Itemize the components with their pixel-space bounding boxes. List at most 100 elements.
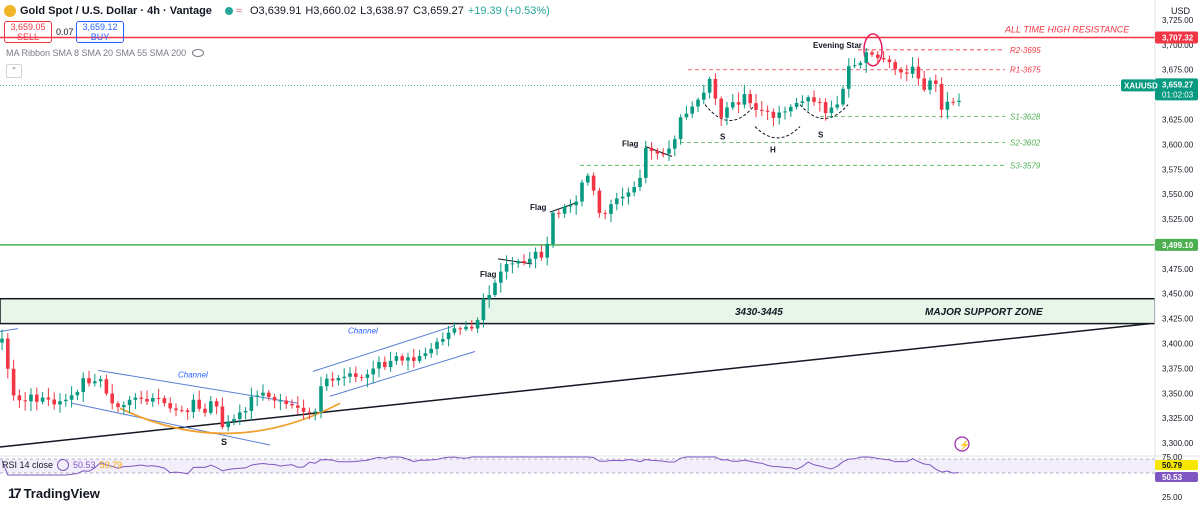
candle-body[interactable] bbox=[713, 78, 718, 99]
candle-body[interactable] bbox=[847, 66, 851, 89]
candle-body[interactable] bbox=[893, 62, 897, 70]
candle-body[interactable] bbox=[423, 353, 428, 357]
candle-body[interactable] bbox=[864, 52, 868, 63]
candle-body[interactable] bbox=[499, 271, 503, 283]
candle-body[interactable] bbox=[649, 147, 654, 151]
candle-body[interactable] bbox=[93, 381, 97, 384]
candle-body[interactable] bbox=[562, 206, 567, 214]
candle-body[interactable] bbox=[557, 212, 561, 214]
candle-body[interactable] bbox=[226, 421, 230, 428]
candle-body[interactable] bbox=[6, 338, 10, 369]
candle-body[interactable] bbox=[261, 392, 265, 396]
candle-body[interactable] bbox=[841, 88, 845, 105]
candle-body[interactable] bbox=[64, 399, 68, 402]
candle-body[interactable] bbox=[174, 408, 178, 411]
symbol-title[interactable]: Gold Spot / U.S. Dollar · 4h · Vantage bbox=[20, 5, 212, 17]
candle-body[interactable] bbox=[470, 326, 474, 329]
candle-body[interactable] bbox=[852, 65, 857, 67]
candle-body[interactable] bbox=[899, 69, 903, 73]
candle-body[interactable] bbox=[446, 332, 451, 340]
compare-icon[interactable]: ≈ bbox=[235, 5, 242, 17]
candle-body[interactable] bbox=[678, 117, 683, 140]
candle-body[interactable] bbox=[661, 153, 665, 155]
candle-body[interactable] bbox=[127, 399, 132, 406]
candle-body[interactable] bbox=[319, 386, 323, 412]
candle-body[interactable] bbox=[325, 378, 329, 387]
candle-body[interactable] bbox=[731, 102, 735, 108]
buy-button[interactable]: 3,659.12 BUY bbox=[76, 21, 124, 43]
candle-body[interactable] bbox=[220, 406, 225, 428]
candle-body[interactable] bbox=[11, 368, 16, 396]
candle-body[interactable] bbox=[876, 54, 880, 58]
candle-body[interactable] bbox=[284, 400, 288, 404]
candle-body[interactable] bbox=[441, 339, 445, 342]
candle-body[interactable] bbox=[522, 261, 526, 263]
candle-body[interactable] bbox=[939, 83, 944, 110]
candle-body[interactable] bbox=[255, 395, 259, 397]
candle-body[interactable] bbox=[951, 101, 955, 103]
candle-body[interactable] bbox=[104, 379, 109, 394]
candle-body[interactable] bbox=[609, 204, 613, 214]
candle-body[interactable] bbox=[58, 401, 62, 405]
candle-body[interactable] bbox=[777, 112, 781, 118]
rsi-legend[interactable]: RSI 14 close 50.53 50.79 bbox=[2, 459, 122, 471]
candle-body[interactable] bbox=[133, 397, 138, 400]
candle-body[interactable] bbox=[493, 282, 497, 296]
candle-body[interactable] bbox=[35, 394, 39, 402]
candle-body[interactable] bbox=[528, 258, 532, 263]
candle-body[interactable] bbox=[597, 190, 602, 214]
candle-body[interactable] bbox=[905, 72, 909, 74]
candle-body[interactable] bbox=[417, 356, 422, 361]
candle-body[interactable] bbox=[533, 251, 538, 259]
candle-body[interactable] bbox=[0, 338, 4, 343]
candle-body[interactable] bbox=[197, 399, 201, 409]
candle-body[interactable] bbox=[823, 102, 828, 113]
candle-body[interactable] bbox=[301, 407, 306, 412]
candle-body[interactable] bbox=[725, 107, 729, 118]
alert-lightning-icon[interactable] bbox=[954, 436, 970, 452]
candle-body[interactable] bbox=[475, 320, 480, 329]
eye-icon[interactable] bbox=[192, 49, 205, 57]
candle-body[interactable] bbox=[46, 397, 51, 400]
candle-body[interactable] bbox=[684, 113, 689, 118]
candle-body[interactable] bbox=[75, 392, 80, 396]
candle-body[interactable] bbox=[673, 139, 677, 149]
candle-body[interactable] bbox=[348, 373, 352, 377]
candle-body[interactable] bbox=[249, 396, 254, 411]
candle-body[interactable] bbox=[209, 401, 213, 413]
candle-body[interactable] bbox=[371, 368, 375, 375]
candle-body[interactable] bbox=[539, 251, 544, 258]
candle-body[interactable] bbox=[29, 394, 33, 402]
candle-body[interactable] bbox=[835, 104, 839, 108]
candle-body[interactable] bbox=[180, 410, 184, 412]
candle-body[interactable] bbox=[278, 400, 283, 402]
candle-body[interactable] bbox=[545, 243, 549, 258]
candle-body[interactable] bbox=[603, 213, 607, 215]
candle-body[interactable] bbox=[452, 328, 457, 333]
candle-body[interactable] bbox=[957, 100, 961, 103]
candle-body[interactable] bbox=[168, 403, 172, 409]
candle-body[interactable] bbox=[435, 341, 439, 349]
candle-body[interactable] bbox=[644, 147, 648, 178]
candle-body[interactable] bbox=[214, 401, 219, 407]
candle-body[interactable] bbox=[487, 295, 491, 299]
candle-body[interactable] bbox=[516, 261, 520, 264]
candle-body[interactable] bbox=[365, 374, 370, 378]
candle-body[interactable] bbox=[586, 175, 590, 183]
candle-body[interactable] bbox=[336, 378, 341, 381]
candle-body[interactable] bbox=[748, 94, 752, 104]
candle-body[interactable] bbox=[806, 97, 810, 102]
candle-body[interactable] bbox=[760, 109, 764, 111]
candle-body[interactable] bbox=[638, 177, 642, 187]
candle-body[interactable] bbox=[696, 99, 700, 107]
candle-body[interactable] bbox=[568, 205, 573, 207]
candle-body[interactable] bbox=[928, 80, 932, 90]
candle-body[interactable] bbox=[945, 101, 950, 110]
candle-body[interactable] bbox=[69, 395, 74, 400]
candle-body[interactable] bbox=[406, 357, 410, 361]
candle-body[interactable] bbox=[330, 378, 335, 381]
candle-body[interactable] bbox=[464, 326, 468, 330]
candle-body[interactable] bbox=[667, 148, 671, 154]
candle-body[interactable] bbox=[580, 182, 584, 202]
